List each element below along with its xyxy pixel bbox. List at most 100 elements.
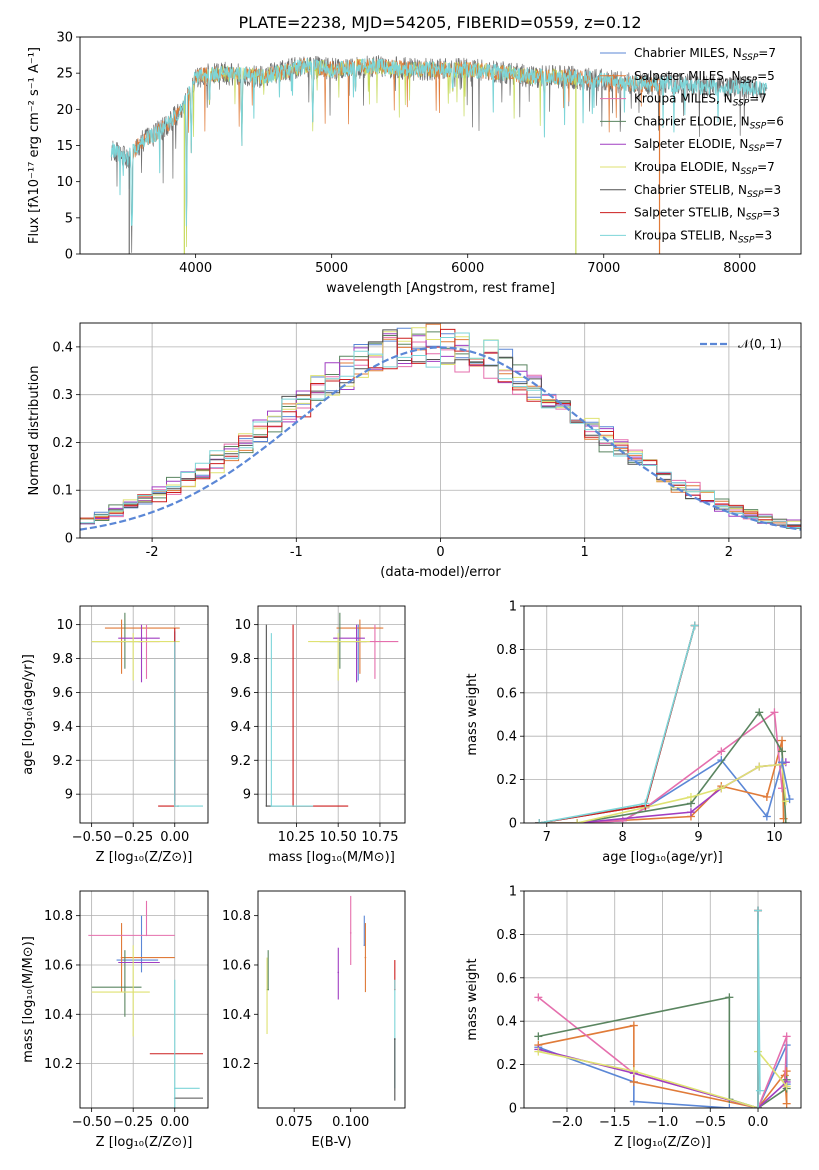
x-axis-label: Z [log₁₀(Z/Z⊙)]	[614, 1135, 711, 1150]
y-tick-label: 9	[65, 788, 73, 803]
x-tick-label: −0.50	[72, 1115, 112, 1130]
legend-subscript: SSP	[733, 99, 750, 109]
y-tick-label: 10.2	[222, 1057, 251, 1072]
legend-text: Salpeter MILES, N	[634, 69, 741, 83]
point-salpeter_miles	[359, 627, 361, 629]
chart-mass_vs_Z: −0.50 −0.25 0.00 10.2 10.4 10.6 10.8 Z [log₁₀(Z…	[21, 890, 209, 1150]
plot-area	[80, 891, 208, 1108]
point-kroupa_elodie	[337, 640, 339, 643]
y-tick-label: 0.8	[496, 928, 517, 943]
x-tick-label: 0.0	[748, 1115, 769, 1130]
point-salpeter_miles	[120, 956, 123, 959]
weight-line-chabrier_elodie	[539, 710, 787, 823]
y-tick-label: 10.8	[222, 909, 251, 924]
grid	[80, 891, 208, 1108]
y-tick-label: 9.8	[230, 652, 251, 667]
x-tick-label: 8	[619, 830, 627, 845]
legend-suffix: =3	[764, 183, 782, 197]
x-axis-label: mass [log₁₀(M/M⊙)]	[268, 850, 395, 865]
y-tick-label: 0.2	[496, 773, 517, 788]
legend-suffix: =3	[754, 228, 772, 242]
x-tick-label: −2.0	[551, 1115, 583, 1130]
axes-frame	[79, 36, 802, 255]
grid	[524, 891, 801, 1108]
y-tick-label: 0	[65, 532, 73, 547]
y-tick-label: 0.6	[496, 686, 517, 701]
legend-suffix: =7	[765, 137, 783, 151]
legend-label: Salpeter STELIB, NSSP=3	[634, 206, 780, 223]
x-tick-label: 2	[725, 545, 733, 560]
histogram-kroupa_stelib	[80, 332, 801, 528]
x-tick-label: 0	[436, 545, 444, 560]
x-tick-label: −0.25	[113, 1115, 153, 1130]
axes-frame	[79, 322, 802, 539]
legend-subscript: SSP	[741, 76, 758, 86]
x-tick-label: 1	[581, 545, 589, 560]
y-axis-label: mass weight	[465, 673, 480, 755]
y-tick-label: 10.6	[44, 958, 73, 973]
point-kroupa_stelib	[173, 1087, 176, 1090]
legend-suffix: =3	[762, 206, 780, 220]
legend-suffix: =7	[758, 46, 776, 60]
point-kroupa_miles	[349, 932, 352, 934]
legend-label: Salpeter MILES, NSSP=5	[634, 69, 775, 86]
legend-subscript: SSP	[747, 190, 764, 200]
plot-area	[524, 891, 801, 1108]
weight-line-kroupa_stelib	[539, 625, 696, 823]
x-tick-label: −0.25	[113, 830, 153, 845]
x-axis-label: Z [log₁₀(Z/Z⊙)]	[96, 850, 193, 865]
plot-area	[258, 606, 405, 823]
point-chabrier_elodie	[124, 986, 126, 988]
axes-frame	[79, 605, 209, 824]
chart-spectrum: 4000 5000 6000 7000 8000 0 5 10 15 20 25 30 waveleng…	[27, 31, 802, 296]
x-tick-label: 5000	[315, 261, 348, 276]
spectrum-line-kroupa_stelib	[110, 57, 768, 227]
legend-suffix: =5	[757, 69, 775, 83]
chart-age_vs_mass: 10.25 10.50 10.75 9 9.2 9.4 9.6 9.8 10 mass [log₁…	[230, 605, 406, 865]
plot-area	[266, 895, 396, 1101]
x-tick-label: 0.00	[160, 1115, 189, 1130]
x-tick-label: 0.075	[276, 1115, 313, 1130]
axes-frame	[257, 605, 406, 824]
legend-subscript: SSP	[748, 144, 765, 154]
x-tick-label: −0.5	[694, 1115, 726, 1130]
y-tick-label: 15	[56, 139, 73, 154]
point-kroupa_miles	[145, 934, 148, 937]
legend-subscript: SSP	[750, 121, 767, 131]
y-tick-label: 0.4	[496, 1015, 517, 1030]
point-kroupa_elodie	[132, 640, 134, 643]
plot-area	[80, 606, 208, 823]
point-salpeter_elodie	[337, 971, 340, 974]
weight-line-kroupa_miles	[537, 996, 788, 1108]
legend-label: Kroupa ELODIE, NSSP=7	[634, 160, 775, 177]
point-salpeter_miles	[364, 956, 367, 959]
plot-area	[80, 323, 801, 538]
x-tick-label: 10.50	[320, 830, 357, 845]
point-kroupa_miles	[374, 640, 376, 643]
y-tick-label: 0.4	[52, 340, 73, 355]
x-tick-label: -1	[290, 545, 303, 560]
legend-text: Salpeter ELODIE, N	[634, 137, 748, 151]
axes-frame	[523, 605, 802, 824]
weight-line-kroupa_stelib	[757, 910, 761, 1108]
weight-line-salpeter_stelib	[539, 625, 696, 823]
x-tick-label: −0.50	[72, 830, 112, 845]
x-tick-label: 7	[543, 830, 551, 845]
point-kroupa_elodie	[266, 988, 268, 991]
y-axis-label: Flux [fλ10⁻¹⁷ erg cm⁻² s⁻¹ A⁻¹]	[27, 47, 42, 244]
legend-label: Salpeter ELODIE, NSSP=7	[634, 137, 783, 154]
weight-line-chabrier_stelib	[539, 625, 696, 823]
legend: 𝒩(0, 1)	[700, 337, 782, 351]
weight-line-kroupa_elodie	[538, 1049, 788, 1108]
point-salpeter_elodie	[140, 961, 143, 964]
legend-text: Chabrier ELODIE, N	[634, 114, 750, 128]
y-tick-label: 10.2	[44, 1057, 73, 1072]
y-tick-label: 10.8	[44, 909, 73, 924]
chart-age_vs_Z: −0.50 −0.25 0.00 9 9.2 9.4 9.6 9.8 10 Z [log₁₀(Z/…	[21, 605, 209, 865]
y-axis-label: Normed distribution	[27, 366, 42, 496]
legend-label: Chabrier STELIB, NSSP=3	[634, 183, 781, 200]
y-tick-label: 10.4	[222, 1008, 251, 1023]
y-tick-label: 9.4	[230, 720, 251, 735]
x-axis-label: age [log₁₀(age/yr)]	[602, 850, 723, 865]
y-axis-label: mass [log₁₀(M/M⊙)]	[21, 936, 36, 1063]
